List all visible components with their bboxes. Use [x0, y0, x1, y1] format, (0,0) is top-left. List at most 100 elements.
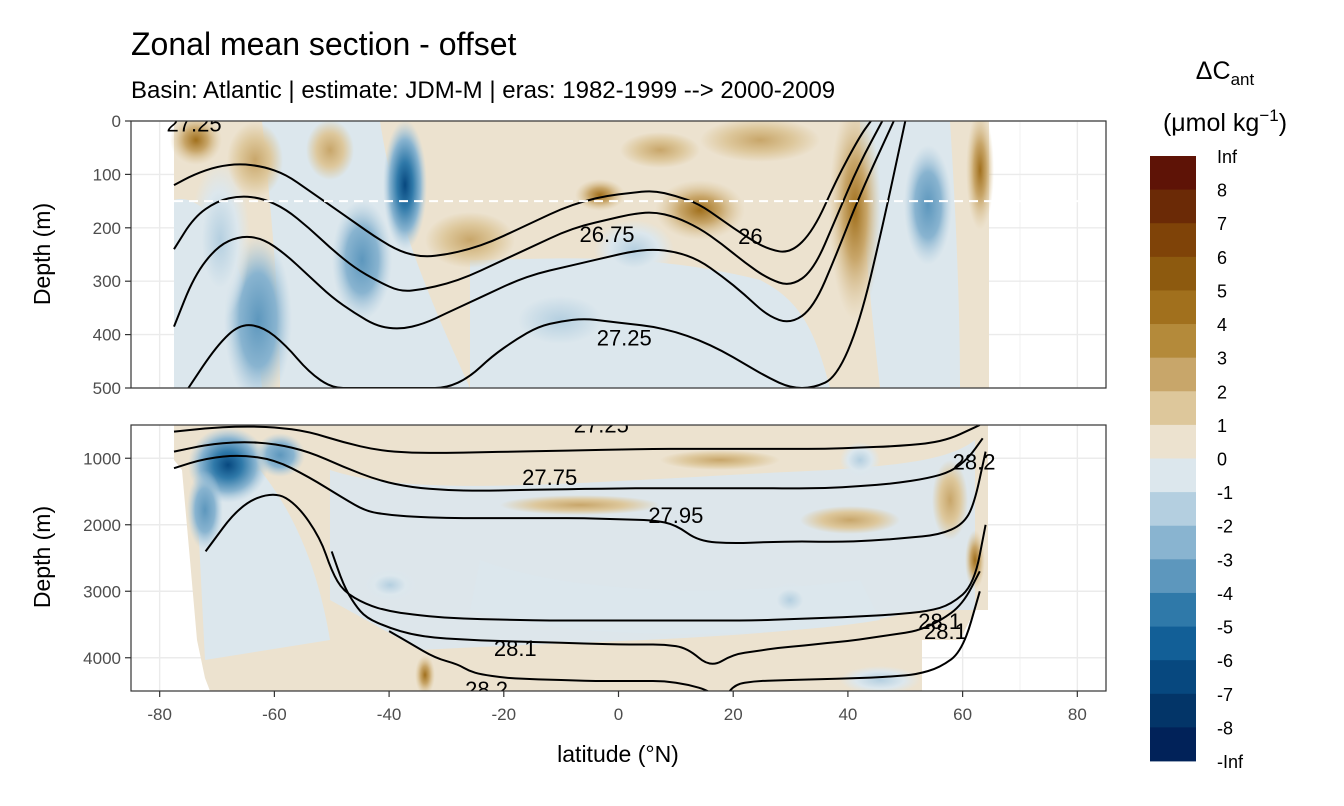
lower-brown-patch-1	[500, 495, 660, 515]
x-tick-label: -20	[492, 705, 517, 724]
legend-break-label: -7	[1217, 685, 1233, 705]
lower-blue-patch-5	[768, 582, 812, 618]
lower-y-axis: 1000 2000 3000 4000	[83, 449, 131, 668]
legend-swatch	[1150, 290, 1196, 325]
lower-isopycnal-line-7	[173, 451, 987, 544]
lower-y-axis-label: Depth (m)	[29, 506, 55, 608]
upper-isopycnal-label: 27.25	[167, 112, 222, 137]
lower-isopycnal-label: 28.1	[494, 636, 537, 661]
upper-y-tick-label: 300	[93, 272, 121, 291]
lower-isopycnal-label: 27.75	[522, 465, 577, 490]
upper-y-tick-label: 200	[93, 219, 121, 238]
upper-isopycnal-label: 26	[738, 224, 762, 249]
x-axis-label: latitude (°N)	[557, 741, 679, 767]
legend-swatch	[1150, 256, 1196, 291]
x-tick-label: -40	[377, 705, 402, 724]
lower-isopycnal-line-10	[388, 591, 981, 691]
upper-blue-patch-7	[190, 160, 250, 320]
legend-unit-pre: (μmol kg	[1163, 109, 1259, 137]
lower-y-tick-label: 1000	[83, 449, 121, 468]
legend-swatch	[1150, 660, 1196, 695]
legend-swatch	[1150, 626, 1196, 661]
legend-break-label: 1	[1217, 416, 1227, 436]
upper-y-tick-label: 100	[93, 165, 121, 184]
legend-swatch	[1150, 458, 1196, 493]
lower-isopycnal-label: 27.95	[648, 503, 703, 528]
legend-break-label: -Inf	[1217, 752, 1244, 772]
lower-brown-patch-5	[660, 450, 780, 470]
legend-swatch	[1150, 357, 1196, 392]
legend-swatch	[1150, 693, 1196, 728]
legend-break-label: -5	[1217, 618, 1233, 638]
legend-unit: (μmol kg−1)	[1163, 106, 1287, 137]
lower-isopycnal-label: 28.1	[924, 619, 967, 644]
lower-isopycnal-line-9	[330, 551, 981, 665]
lower-brown-patch-2	[415, 655, 435, 691]
upper-brown-patch-10	[620, 132, 700, 168]
legend-swatch	[1150, 559, 1196, 594]
legend-swatch	[1150, 156, 1196, 191]
lower-y-tick-label: 4000	[83, 649, 121, 668]
x-tick-label: 80	[1068, 705, 1087, 724]
x-axis: -80 -60 -40 -20 0 20 40 60 80	[147, 691, 1087, 724]
lower-isopycnal-label: 27.25	[574, 412, 629, 437]
upper-isopycnal-label: 26.75	[579, 222, 634, 247]
upper-blue-patch-5	[594, 220, 674, 280]
x-tick-label: 40	[838, 705, 857, 724]
upper-y-tick-label: 0	[112, 112, 121, 131]
upper-brown-patch-3	[306, 121, 354, 180]
legend-title-main: ΔC	[1196, 57, 1231, 85]
legend-break-label: 7	[1217, 214, 1227, 234]
lower-isopycnal-label: 28.2	[465, 677, 508, 702]
lower-isopycnal-line-8	[204, 493, 987, 622]
legend-break-label: 4	[1217, 315, 1227, 335]
lower-blue-patch-2	[187, 470, 223, 550]
lower-brown-patch-3	[932, 460, 968, 540]
lower-isopycnal-line-5	[173, 425, 981, 454]
legend-break-label: 6	[1217, 248, 1227, 268]
lower-isopycnals	[173, 425, 987, 691]
x-tick-label: 60	[953, 705, 972, 724]
upper-brown-patch-9	[700, 121, 820, 162]
upper-isopycnal-labels: 27.25 26.75 26 27.25	[167, 112, 763, 350]
chart-title: Zonal mean section - offset	[131, 26, 517, 62]
legend-colorbar	[1150, 156, 1196, 762]
lower-y-tick-label: 3000	[83, 582, 121, 601]
chart-subtitle: Basin: Atlantic | estimate: JDM-M | eras…	[131, 77, 835, 104]
upper-brown-patch-8	[425, 212, 515, 268]
legend-unit-post: )	[1279, 109, 1287, 137]
legend-break-label: -3	[1217, 550, 1233, 570]
upper-isopycnal-label: 27.25	[597, 325, 652, 350]
legend-break-label: 3	[1217, 349, 1227, 369]
legend-swatch	[1150, 424, 1196, 459]
legend-break-label: 2	[1217, 382, 1227, 402]
legend-break-label: 0	[1217, 450, 1227, 470]
upper-blue-patch-3	[332, 200, 392, 320]
legend-labels: Inf 8 7 6 5 4 3 2 1 0 -1 -2 -3 -4 -5 -6 -7 -8 -Inf	[1217, 147, 1244, 772]
lower-brown-patch-6	[800, 506, 900, 534]
x-tick-label: 20	[724, 705, 743, 724]
upper-brown-patch-7	[966, 121, 994, 230]
upper-y-tick-label: 400	[93, 326, 121, 345]
lower-isopycnal-label: 28.1	[918, 609, 961, 634]
lower-isopycnal-line-6	[173, 437, 984, 492]
lower-y-tick-label: 2000	[83, 516, 121, 535]
legend-swatch	[1150, 525, 1196, 560]
legend-title: ΔCant	[1196, 57, 1255, 89]
upper-y-axis-label: Depth (m)	[29, 203, 55, 305]
lower-field-blue-deep	[470, 560, 880, 634]
upper-brown-patch-2	[227, 122, 283, 198]
legend-swatch	[1150, 592, 1196, 627]
x-tick-label: -80	[147, 705, 172, 724]
legend-break-label: 8	[1217, 181, 1227, 201]
legend-break-label: -6	[1217, 651, 1233, 671]
upper-y-tick-label: 500	[93, 379, 121, 398]
upper-panel: 27.25 26.75 26 27.25 0 100 200 300 400 500 Depth…	[29, 112, 1107, 398]
legend-break-label: -4	[1217, 584, 1233, 604]
x-tick-label: -60	[262, 705, 287, 724]
legend-swatch	[1150, 189, 1196, 224]
